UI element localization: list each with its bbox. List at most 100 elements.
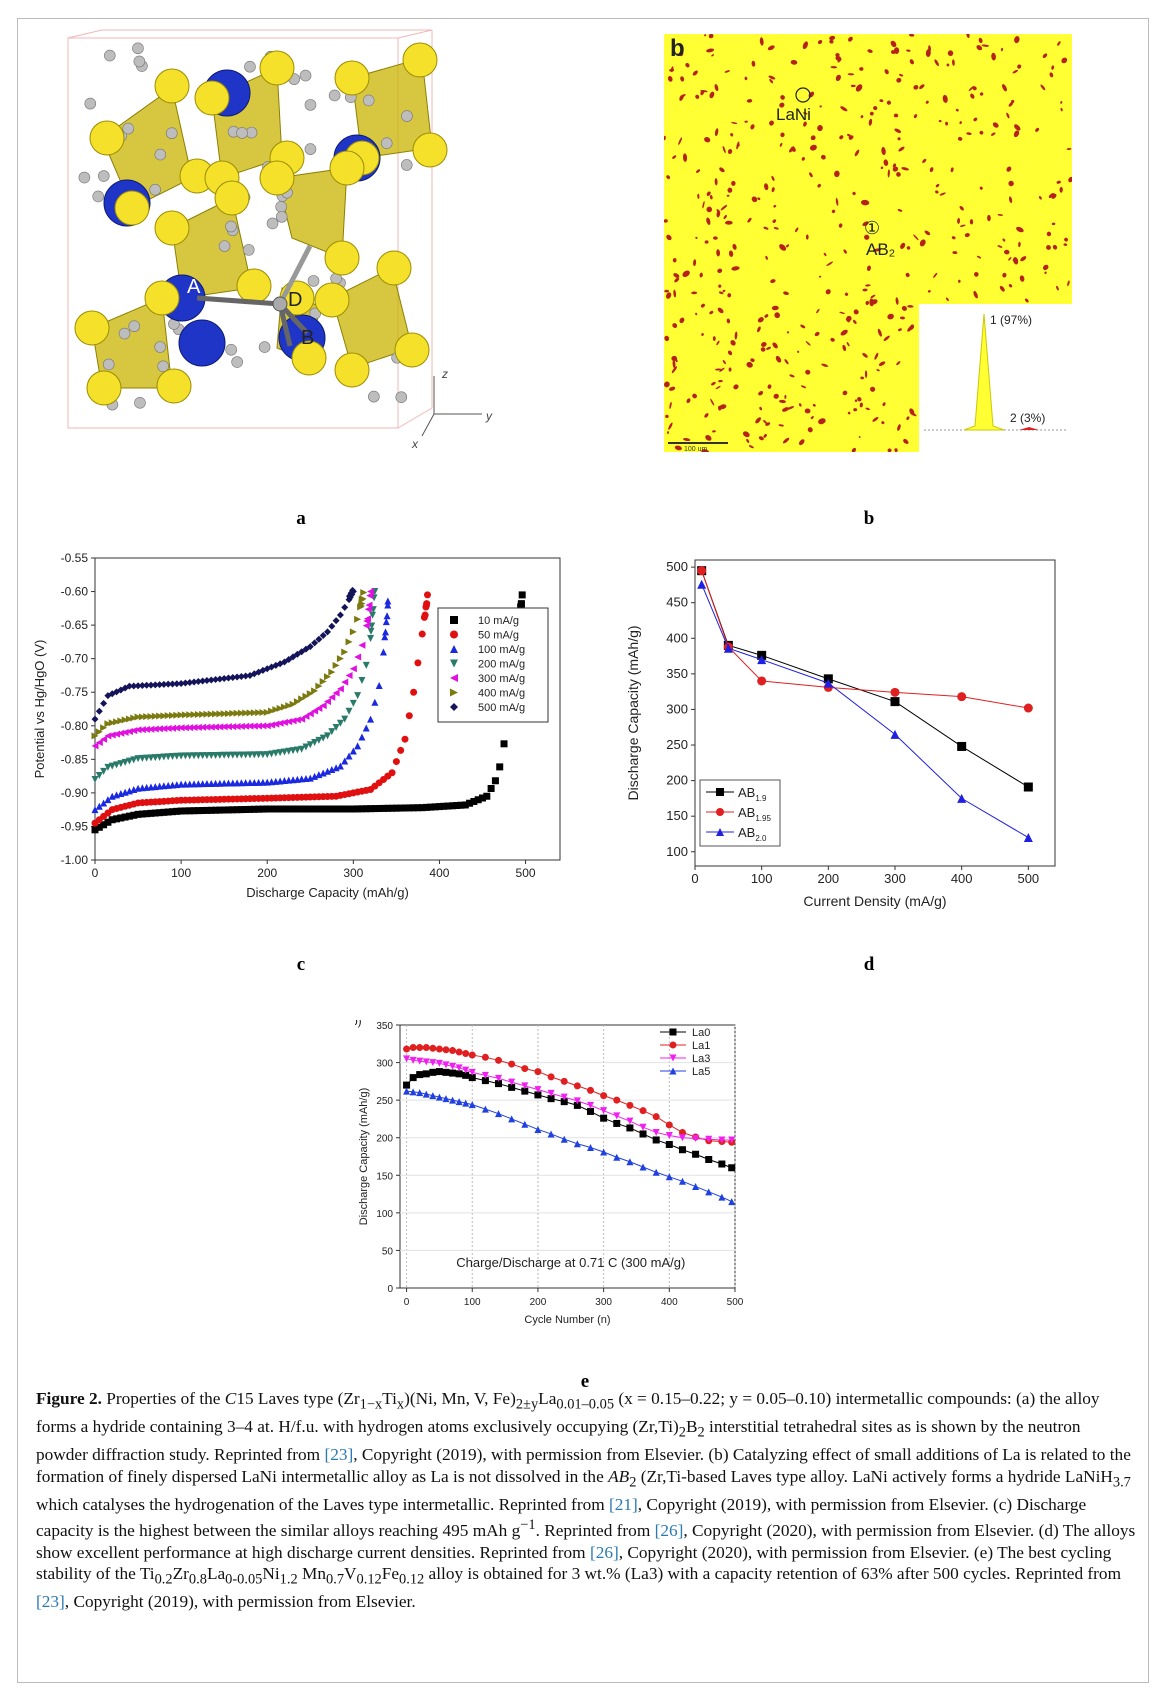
data-point	[388, 769, 396, 777]
data-point	[242, 722, 250, 730]
laNi-precipitate	[862, 288, 868, 292]
data-point	[229, 806, 237, 814]
data-point	[285, 747, 293, 755]
citation-link[interactable]: [21]	[608, 1494, 638, 1514]
laNi-precipitate	[927, 290, 931, 293]
data-point	[91, 742, 99, 750]
laNi-precipitate	[1008, 180, 1014, 187]
laNi-precipitate	[992, 122, 999, 128]
laNi-precipitate	[772, 342, 778, 349]
data-point	[697, 579, 707, 589]
laNi-precipitate	[860, 376, 865, 380]
laNi-precipitate	[789, 374, 795, 378]
laNi-precipitate	[686, 398, 691, 404]
data-point	[384, 601, 392, 609]
unit-cell-edge	[397, 407, 433, 429]
data-point	[280, 748, 288, 756]
data-point	[125, 757, 133, 765]
laNi-precipitate	[716, 249, 721, 257]
y-tick-label: 400	[666, 630, 688, 645]
hydrogen-atom	[134, 397, 146, 409]
legend-label: 10 mA/g	[478, 615, 519, 627]
laNi-precipitate	[750, 358, 755, 363]
laNi-precipitate	[779, 102, 785, 108]
laNi-precipitate	[764, 183, 769, 191]
data-point	[229, 723, 237, 731]
hydrogen-atom	[218, 240, 231, 252]
y-tick-label: 250	[376, 1096, 393, 1107]
laNi-precipitate	[768, 75, 776, 80]
legend-box	[699, 779, 781, 847]
laNi-precipitate	[864, 234, 870, 240]
y-tick-label: 100	[666, 844, 688, 859]
data-point	[371, 698, 379, 706]
data-point	[298, 745, 306, 753]
b-site-atom	[412, 132, 448, 168]
data-point	[328, 622, 336, 630]
laNi-precipitate	[731, 266, 740, 271]
laNi-precipitate	[1042, 53, 1048, 59]
y-tick-label: -0.90	[61, 786, 89, 800]
laNi-precipitate	[976, 45, 983, 51]
series-50mAg	[91, 591, 431, 827]
laNi-precipitate	[870, 294, 876, 299]
series-10mAg	[91, 591, 526, 834]
data-point	[341, 805, 349, 813]
data-point	[418, 630, 426, 638]
citation-link[interactable]: [26]	[589, 1542, 619, 1562]
data-point	[95, 728, 103, 736]
laNi-precipitate	[870, 386, 876, 392]
laNi-precipitate	[846, 342, 850, 347]
data-point	[306, 643, 314, 651]
citation-link[interactable]: [23]	[324, 1445, 354, 1465]
laNi-precipitate	[968, 85, 975, 92]
data-point	[268, 805, 276, 813]
data-point	[117, 717, 125, 725]
citation-link[interactable]: [23]	[36, 1592, 65, 1612]
data-point	[518, 591, 526, 599]
laNi-precipitate	[704, 137, 711, 143]
citation-link[interactable]: [26]	[654, 1521, 684, 1541]
data-point	[354, 742, 362, 750]
data-point	[358, 805, 366, 813]
data-point	[272, 706, 280, 714]
data-point	[449, 1096, 457, 1104]
data-point	[586, 1086, 594, 1094]
laNi-precipitate	[666, 175, 671, 180]
laNi-precipitate	[879, 99, 884, 103]
data-point	[293, 698, 301, 706]
data-point	[496, 763, 504, 771]
data-point	[186, 724, 194, 732]
y-tick-label: 300	[666, 701, 688, 716]
laNi-precipitate	[680, 76, 685, 82]
hydrogen-atom	[132, 42, 144, 55]
data-point	[160, 808, 168, 816]
series-La5	[403, 1087, 736, 1206]
laNi-precipitate	[722, 145, 726, 154]
data-point	[665, 1140, 673, 1148]
laNi-precipitate	[699, 272, 703, 278]
axis-label-y: y	[485, 409, 493, 423]
laNi-precipitate	[928, 45, 931, 52]
data-point	[508, 1083, 516, 1091]
laNi-precipitate	[759, 37, 764, 46]
scalebar-label: 100 um	[684, 446, 708, 452]
data-point	[521, 1087, 529, 1095]
laNi-precipitate	[717, 307, 724, 314]
data-point	[349, 628, 357, 636]
plot-frame	[694, 559, 1056, 867]
data-point	[573, 1097, 581, 1105]
laNi-precipitate	[773, 227, 779, 230]
data-point	[125, 728, 133, 736]
data-point	[495, 1080, 503, 1088]
data-point	[639, 1163, 647, 1171]
laNi-precipitate	[871, 299, 878, 305]
data-point	[665, 1173, 673, 1181]
data-point	[422, 1070, 430, 1078]
laNi-precipitate	[1040, 84, 1046, 91]
laNi-precipitate	[817, 39, 823, 45]
data-point	[481, 1105, 489, 1113]
data-point	[462, 1099, 470, 1107]
laNi-precipitate	[898, 146, 905, 152]
laNi-precipitate	[760, 347, 766, 352]
